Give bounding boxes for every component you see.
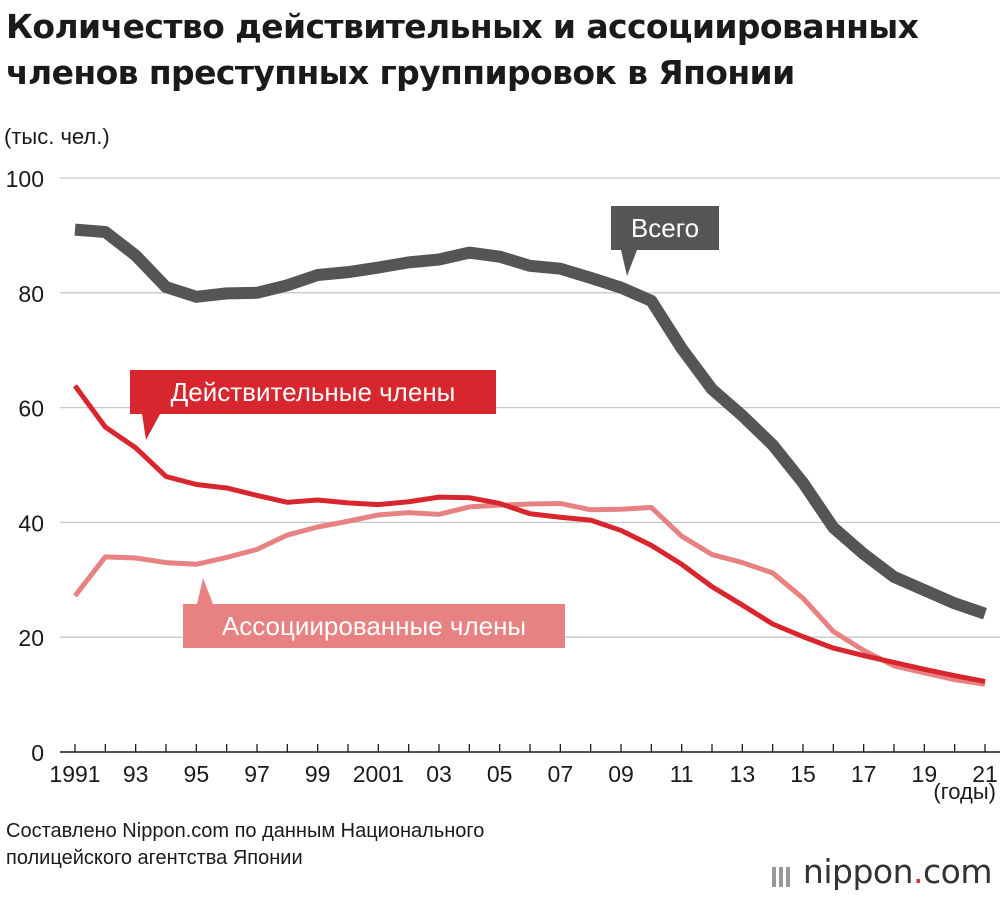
source-note: Составлено Nippon.com по данным Национал…	[6, 818, 484, 872]
x-tick-label: 09	[608, 761, 634, 787]
series-line-total	[74, 223, 987, 620]
source-line-1: Составлено Nippon.com по данным Национал…	[6, 820, 485, 842]
x-tick-label: 03	[426, 761, 452, 787]
series-label-pointer	[621, 250, 637, 276]
series-label-box	[130, 370, 496, 414]
x-axis-label: (годы)	[933, 779, 996, 804]
x-tick-label: 95	[184, 761, 210, 787]
y-tick-label: 100	[6, 166, 44, 192]
x-tick-label: 15	[790, 761, 816, 787]
nippon-logo-mark-icon	[772, 867, 790, 887]
x-tick-label: 17	[851, 761, 877, 787]
series-label-actual: Действительные члены	[171, 377, 456, 407]
chart-title: Количество действительных и ассоциирован…	[6, 7, 919, 92]
x-tick-label: 05	[487, 761, 513, 787]
x-tick-label: 07	[548, 761, 574, 787]
series-label-total: Всего	[631, 213, 699, 243]
y-tick-labels: 0 20 40 60 80 100	[6, 166, 44, 766]
y-tick-label: 60	[18, 396, 44, 422]
y-tick-label: 20	[18, 625, 44, 651]
series-label-box	[183, 604, 565, 648]
series-lines	[72, 223, 987, 687]
brand-dot: .	[913, 852, 924, 891]
x-tick-label: 99	[305, 761, 331, 787]
x-tick-label: 19	[912, 761, 938, 787]
x-tick-label: 97	[244, 761, 270, 787]
series-line-actual	[72, 384, 986, 684]
y-tick-label: 40	[18, 510, 44, 536]
series-label-associate: Ассоциированные члены	[222, 611, 526, 641]
x-tick-labels: 1991 93 95 97 99 2001 03 05 07 09 11 13 15 17 19 21	[49, 744, 998, 787]
brand-suffix: com	[923, 852, 992, 891]
x-tick-label: 11	[670, 761, 694, 787]
x-tick-label: 1991	[49, 761, 100, 787]
y-axis-label: (тыс. чел.)	[4, 124, 110, 149]
series-line-associate	[73, 500, 986, 687]
x-tick-label: 13	[730, 761, 756, 787]
source-line-2: полицейского агентства Японии	[6, 847, 303, 869]
series-label-pointer	[197, 578, 213, 604]
y-tick-label: 0	[31, 740, 44, 766]
brand-logo: nippon.com	[802, 852, 993, 891]
x-tick-label: 21	[972, 761, 998, 787]
series-label-pointer	[142, 414, 160, 440]
series-labels: Всего Действительные члены Ассоциированные…	[130, 206, 719, 648]
brand-name: nippon	[802, 852, 914, 891]
y-tick-label: 80	[18, 281, 44, 307]
x-tick-label: 2001	[353, 761, 404, 787]
series-label-box	[611, 206, 719, 250]
x-tick-label: 93	[123, 761, 149, 787]
